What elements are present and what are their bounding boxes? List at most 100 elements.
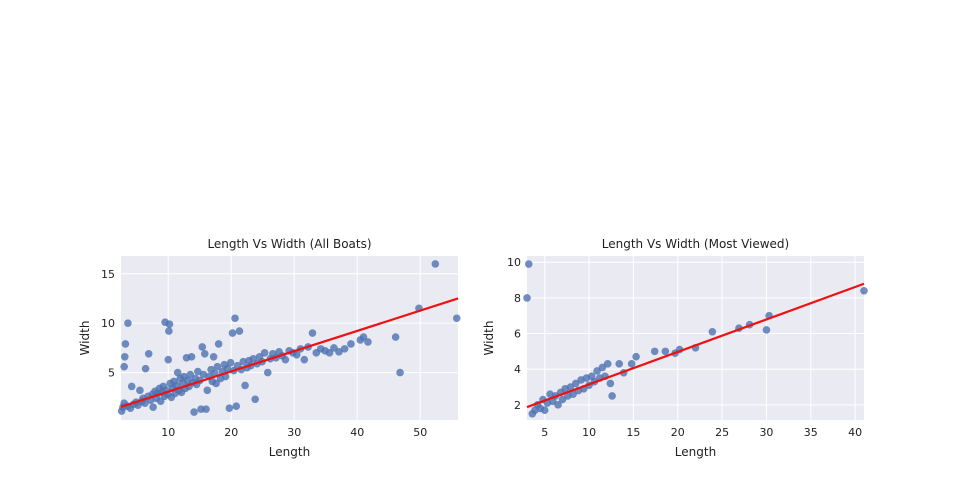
chart-1: 10 20 30 40 50 5 10 15 Length Vs Width (All Boat… <box>78 237 461 459</box>
data-point <box>325 349 334 357</box>
data-point <box>281 355 290 364</box>
data-point <box>120 362 128 371</box>
x-tick-label: 15 <box>626 426 640 439</box>
data-point <box>212 379 220 388</box>
y-tick-label: 6 <box>514 328 521 341</box>
data-point <box>239 357 248 366</box>
y-axis-label: Width <box>482 321 496 356</box>
data-point <box>615 360 624 368</box>
data-point <box>860 286 868 295</box>
data-point <box>141 399 149 408</box>
data-point <box>241 381 249 390</box>
data-point <box>608 392 616 400</box>
data-point <box>593 367 601 375</box>
data-point <box>598 363 607 372</box>
data-point <box>606 379 615 388</box>
data-point <box>203 386 212 395</box>
data-point <box>141 364 150 373</box>
data-point <box>347 340 355 348</box>
x-axis-label: Length <box>269 445 310 459</box>
data-point <box>251 395 259 404</box>
data-point <box>149 403 157 411</box>
x-tick-label: 40 <box>350 426 364 439</box>
data-point <box>627 360 636 368</box>
data-point <box>308 329 317 337</box>
y-tick-label: 10 <box>101 317 115 330</box>
data-point <box>340 345 349 353</box>
data-point <box>164 355 173 364</box>
x-axis-label: Length <box>675 445 716 459</box>
data-point <box>214 340 223 348</box>
x-tick-label: 30 <box>287 426 301 439</box>
y-tick-label: 10 <box>507 256 521 269</box>
data-point <box>632 352 640 361</box>
data-point <box>165 320 174 328</box>
data-point <box>396 368 404 377</box>
data-point <box>335 348 343 356</box>
y-tick-label: 2 <box>514 399 521 412</box>
x-tick-label: 10 <box>582 426 596 439</box>
data-point <box>263 368 272 377</box>
x-tick-label: 10 <box>161 426 175 439</box>
x-tick-label: 35 <box>804 426 818 439</box>
data-point <box>198 343 207 351</box>
x-tick-label: 20 <box>224 426 238 439</box>
x-tick-label: 20 <box>671 426 685 439</box>
y-tick-label: 15 <box>101 268 115 281</box>
data-point <box>566 383 575 391</box>
chart-title: Length Vs Width (Most Viewed) <box>602 237 789 251</box>
data-point <box>260 349 269 357</box>
y-axis-label: Width <box>78 321 92 356</box>
data-point <box>226 358 235 367</box>
data-point <box>540 406 549 414</box>
data-point <box>194 367 202 376</box>
x-tick-label: 40 <box>848 426 862 439</box>
data-point <box>136 386 144 395</box>
chart-title: Length Vs Width (All Boats) <box>207 237 371 251</box>
data-point <box>232 402 241 410</box>
data-point <box>431 260 440 268</box>
data-point <box>190 408 198 416</box>
regression-line <box>120 297 459 408</box>
data-point <box>173 368 182 377</box>
data-point <box>571 379 580 388</box>
x-tick-label: 5 <box>541 426 548 439</box>
data-point <box>235 327 244 335</box>
regression-line <box>526 282 865 409</box>
data-point <box>300 355 309 364</box>
data-point <box>650 347 659 356</box>
x-tick-label: 50 <box>413 426 427 439</box>
data-point <box>523 294 531 302</box>
data-point <box>120 352 129 361</box>
y-tick-label: 4 <box>514 363 521 376</box>
chart-2: 5 10 15 20 25 30 35 40 2 4 6 8 10 Length Vs Width (Mo… <box>482 237 868 459</box>
data-point <box>165 327 173 335</box>
plot-area <box>527 256 864 420</box>
data-point <box>359 333 368 341</box>
data-point <box>708 327 717 336</box>
data-point <box>231 314 239 323</box>
data-point <box>292 350 301 359</box>
data-point <box>558 395 567 404</box>
data-point <box>524 260 533 268</box>
y-tick-label: 8 <box>514 292 521 305</box>
data-point <box>121 340 130 348</box>
y-tick-label: 5 <box>108 367 115 380</box>
data-point <box>603 360 612 368</box>
data-point <box>554 401 562 409</box>
data-point <box>225 404 234 412</box>
data-point <box>213 362 222 371</box>
data-point <box>364 338 372 346</box>
data-point <box>124 319 132 327</box>
data-point <box>661 347 670 356</box>
x-tick-label: 30 <box>759 426 773 439</box>
data-point <box>144 350 153 358</box>
data-point <box>452 314 461 323</box>
data-point <box>762 326 771 334</box>
data-point <box>209 352 218 361</box>
data-point <box>127 382 136 391</box>
data-point <box>569 390 577 398</box>
data-point <box>228 329 237 337</box>
data-point <box>391 333 400 341</box>
